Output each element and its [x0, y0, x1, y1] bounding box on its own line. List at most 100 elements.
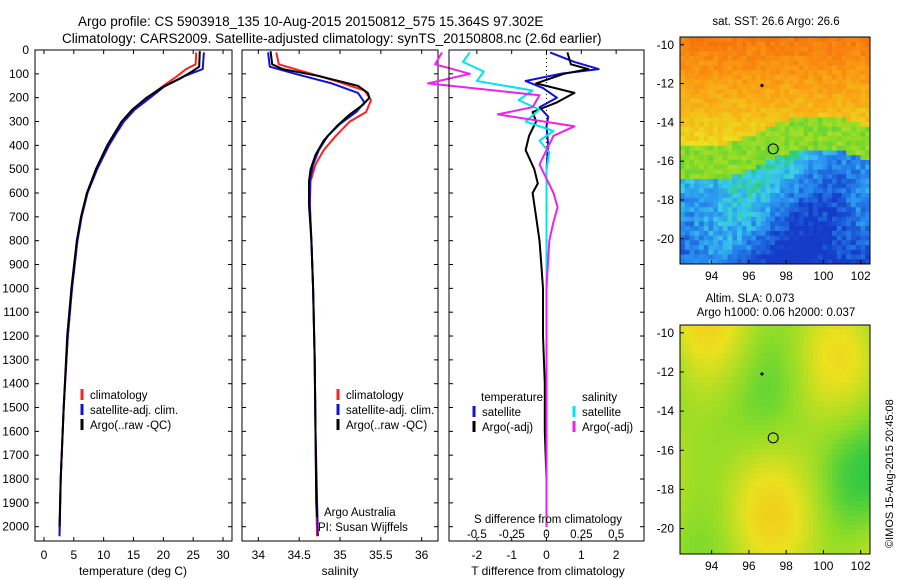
map-cell — [722, 391, 728, 397]
map-cell — [760, 515, 766, 521]
map-cell — [808, 159, 814, 166]
map-cell — [722, 211, 728, 218]
map-cell — [694, 55, 700, 62]
map-cell — [832, 482, 838, 488]
map-cell — [855, 226, 861, 232]
map-cell — [699, 325, 705, 331]
map-cell — [803, 487, 809, 493]
map-cell — [694, 515, 700, 521]
map-cell — [779, 93, 785, 99]
map-cell — [784, 207, 790, 213]
map-cell — [680, 98, 686, 104]
map-cell — [836, 434, 842, 440]
map-cell — [817, 188, 823, 194]
map-cell — [841, 515, 847, 521]
map-cell — [741, 496, 747, 502]
map-cell — [680, 525, 686, 531]
map-cell — [699, 259, 705, 265]
map-cell — [694, 183, 700, 189]
map-cell — [746, 534, 752, 541]
map-cell — [694, 544, 700, 550]
map-cell — [855, 482, 861, 488]
map-cell — [836, 37, 842, 43]
y-tick-label: 500 — [9, 162, 29, 176]
map-cell — [770, 117, 776, 123]
map-cell — [851, 150, 857, 156]
map-cell — [813, 511, 819, 517]
map-cell — [760, 164, 766, 170]
map-cell — [741, 539, 747, 545]
map-cell — [684, 477, 690, 483]
map-cell — [832, 107, 838, 114]
map-cell — [694, 472, 700, 479]
map-cell — [865, 525, 871, 531]
map-cell — [765, 89, 771, 95]
map-cell — [798, 468, 804, 474]
map-cell — [741, 193, 747, 199]
map-cell — [865, 230, 871, 237]
map-cell — [699, 216, 705, 222]
map-cell — [689, 344, 695, 350]
map-cell — [860, 221, 866, 227]
map-cell — [827, 444, 833, 450]
map-cell — [813, 406, 819, 412]
map-cell — [794, 329, 800, 335]
map-cell — [808, 525, 814, 531]
map-cell — [708, 103, 714, 109]
map-cell — [789, 453, 795, 459]
map-cell — [708, 472, 714, 479]
map-cell — [689, 325, 695, 331]
map-cell — [760, 235, 766, 241]
map-cell — [732, 245, 738, 251]
map-cell — [841, 439, 847, 445]
map-cell — [784, 496, 790, 502]
map-cell — [727, 367, 733, 374]
map-cell — [832, 387, 838, 393]
map-cell — [713, 41, 719, 47]
map-cell — [722, 41, 728, 47]
map-cell — [708, 178, 714, 185]
map-cell — [817, 334, 823, 340]
map-cell — [680, 453, 686, 459]
map-cell — [851, 211, 857, 218]
map-cell — [722, 230, 728, 237]
map-cell — [817, 482, 823, 488]
map-cell — [803, 339, 809, 345]
map-cell — [851, 501, 857, 507]
map-cell — [718, 169, 724, 175]
map-cell — [822, 216, 828, 222]
map-cell — [836, 377, 842, 383]
map-cell — [832, 193, 838, 199]
map-cell — [684, 136, 690, 142]
map-cell — [789, 193, 795, 199]
map-cell — [798, 334, 804, 340]
map-cell — [784, 339, 790, 345]
map-cell — [836, 329, 842, 335]
map-cell — [808, 235, 814, 241]
map-cell — [798, 207, 804, 213]
map-cell — [770, 325, 776, 331]
map-cell — [737, 325, 743, 331]
map-cell — [803, 55, 809, 62]
map-cell — [699, 150, 705, 156]
map-cell — [722, 325, 728, 331]
map-cell — [851, 126, 857, 132]
map-cell — [756, 202, 762, 208]
map-cell — [808, 534, 814, 541]
map-cell — [794, 339, 800, 345]
map-cell — [817, 46, 823, 52]
y-tick-label: 400 — [9, 138, 29, 152]
map-cell — [822, 254, 828, 260]
map-cell — [860, 391, 866, 397]
map-cell — [751, 458, 757, 464]
map-cell — [741, 501, 747, 507]
map-cell — [827, 544, 833, 550]
map-cell — [822, 406, 828, 412]
map-cell — [737, 150, 743, 156]
map-cell — [708, 259, 714, 265]
map-cell — [751, 230, 757, 237]
map-cell — [684, 55, 690, 62]
map-cell — [779, 325, 785, 331]
map-cell — [822, 197, 828, 203]
map-cell — [813, 183, 819, 189]
